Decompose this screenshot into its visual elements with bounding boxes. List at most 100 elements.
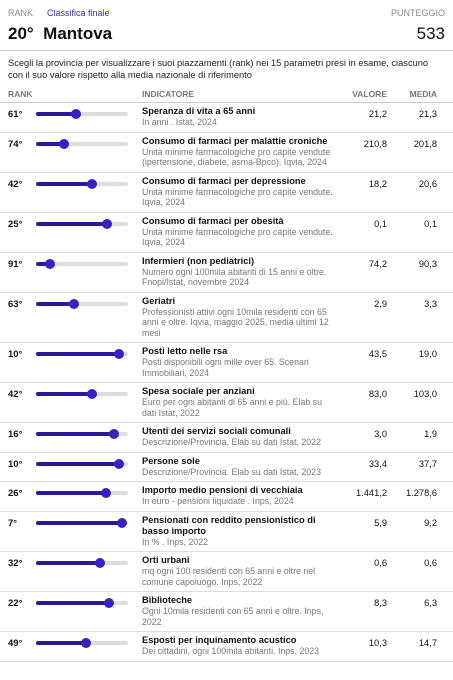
- indicator: Infermieri (non pediatrici) Numero ogni 1…: [142, 256, 334, 288]
- col-head: RANK: [8, 89, 33, 99]
- bar-fill: [36, 261, 50, 266]
- indicator-desc: Dei cittadini, ogni 100mila abitanti. In…: [142, 646, 320, 656]
- rank-dot: [44, 258, 55, 269]
- rank-dot: [86, 178, 97, 189]
- indicator: Consumo di farmaci per depressione Unità …: [142, 176, 334, 208]
- indicator-desc: In anni . Istat, 2024: [142, 117, 217, 127]
- value: 8,3: [374, 598, 387, 608]
- value: 10,3: [368, 638, 387, 648]
- value: 83,0: [368, 389, 387, 399]
- rank-dot: [114, 349, 125, 359]
- indicator-title: Pensionati con reddito pensionistico di …: [142, 514, 316, 536]
- indicator-desc: Unità minime farmacologiche pro capite v…: [142, 146, 331, 168]
- value: 0,1: [374, 218, 387, 229]
- rank-bar: [36, 216, 142, 232]
- intro: Scegli la provincia per visualizzare i s…: [8, 58, 429, 80]
- indicator-desc: mq ogni 100 residenti con 65 anni e oltr…: [142, 566, 316, 587]
- col-head: INDICATORE: [142, 89, 195, 99]
- rank: 25°: [8, 218, 23, 230]
- rank-dot: [59, 138, 70, 149]
- indicator-title: Importo medio pensioni di vecchiaia: [142, 485, 303, 495]
- indicator-title: Biblioteche: [142, 595, 193, 605]
- indicator-desc: Ogni 10mila residenti con 65 anni e oltr…: [142, 606, 324, 627]
- value: 3,0: [374, 429, 387, 439]
- value: 74,2: [368, 258, 387, 269]
- indicator-desc: Descrizione/Provincia. Elab su dati Ista…: [142, 466, 321, 477]
- mean: 90,3: [418, 258, 437, 269]
- table-row: 16° Utenti dei servizi sociali comunali De…: [0, 423, 453, 453]
- indicator-desc: Unità minime farmacologiche pro capite v…: [142, 186, 333, 208]
- rank: 16°: [8, 429, 23, 440]
- table-row: 61° Speranza di vita a 65 anni In anni . I…: [0, 103, 453, 133]
- value: 43,5: [368, 349, 387, 359]
- col-head: VALORE: [352, 89, 387, 99]
- rank-bar: [36, 555, 142, 571]
- rank-bar: [36, 635, 142, 651]
- value: 33,4: [368, 458, 387, 469]
- rank-dot: [101, 218, 112, 229]
- indicator-title: Consumo di farmaci per depressione: [142, 175, 306, 186]
- indicator-desc: Numero ogni 100mila abitanti di 15 anni …: [142, 266, 327, 288]
- mean: 1.278,6: [405, 488, 437, 498]
- indicator: Persone sole Descrizione/Provincia. Elab …: [142, 456, 334, 478]
- indicator-desc: In % . Inps, 2022: [142, 536, 209, 547]
- rank: 63°: [8, 298, 23, 310]
- table-row: 74° Consumo di farmaci per malattie croni…: [0, 133, 453, 173]
- table-body: 61° Speranza di vita a 65 anni In anni . I…: [0, 103, 453, 662]
- rank: 91°: [8, 258, 23, 270]
- bar-fill: [36, 141, 65, 146]
- mean: 1,9: [424, 429, 437, 439]
- indicator-desc: Descrizione/Provincia. Elab su dati Ista…: [142, 437, 321, 447]
- indicator: Consumo di farmaci per obesità Unità mini…: [142, 216, 334, 248]
- rank: 10°: [8, 458, 23, 470]
- table-row: 26° Importo medio pensioni di vecchiaia In…: [0, 482, 453, 512]
- bar-fill: [36, 112, 76, 116]
- bar-fill: [36, 641, 86, 645]
- indicator: Spesa sociale per anziani Euro per ogni a…: [142, 386, 334, 418]
- rank-dot: [70, 109, 81, 119]
- tab[interactable]: Classifica finale: [47, 8, 110, 18]
- mean: 0,1: [424, 218, 437, 229]
- col-head: MEDIA: [409, 89, 437, 99]
- value: 21,2: [368, 109, 387, 119]
- indicator-title: Consumo di farmaci per obesità: [142, 215, 284, 226]
- mean: 37,7: [418, 458, 437, 469]
- rank-label: RANK: [8, 8, 34, 18]
- rank: 26°: [8, 488, 23, 499]
- tabs: RANK Classifica finale: [8, 8, 110, 18]
- table-row: 10° Posti letto nelle rsa Posti disponibil…: [0, 343, 453, 383]
- bar-fill: [36, 181, 92, 186]
- province-name: Mantova: [43, 24, 113, 43]
- rank-bar: [36, 346, 142, 362]
- rank-bar: [36, 136, 142, 152]
- value: 18,2: [368, 178, 387, 189]
- indicator-title: Consumo di farmaci per malattie croniche: [142, 135, 328, 146]
- rank-bar: [36, 106, 142, 122]
- rank: 61°: [8, 109, 23, 120]
- bar-track: [36, 141, 128, 146]
- province[interactable]: 20° Mantova: [8, 24, 112, 44]
- indicator-title: Orti urbani: [142, 555, 190, 565]
- rank-dot: [114, 458, 125, 469]
- value: 2,9: [374, 298, 387, 309]
- table-row: 22° Biblioteche Ogni 10mila residenti con …: [0, 592, 453, 632]
- bar-fill: [36, 352, 120, 356]
- indicator-title: Esposti per inquinamento acustico: [142, 635, 297, 645]
- rank: 42°: [8, 178, 23, 190]
- table-header: RANK INDICATORE VALORE MEDIA: [0, 81, 453, 103]
- indicator: Posti letto nelle rsa Posti disponibili o…: [142, 346, 334, 378]
- rank: 32°: [8, 558, 23, 569]
- indicator-desc: In euro - pensioni liquidate . Inps, 202…: [142, 496, 294, 506]
- mean: 0,6: [424, 558, 437, 568]
- indicator-desc: Unità minime farmacologiche pro capite v…: [142, 226, 333, 248]
- indicator: Orti urbani mq ogni 100 residenti con 65 …: [142, 555, 334, 587]
- top-bar: RANK Classifica finale PUNTEGGIO: [0, 0, 453, 18]
- indicator: Esposti per inquinamento acustico Dei cit…: [142, 635, 334, 657]
- table-row: 63° Geriatri Professionisti attivi ogni 10…: [0, 293, 453, 343]
- mean: 103,0: [413, 389, 437, 399]
- rank: 49°: [8, 638, 23, 649]
- rank-dot: [86, 389, 97, 399]
- indicator: Pensionati con reddito pensionistico di …: [142, 515, 334, 548]
- mean: 201,8: [413, 138, 437, 149]
